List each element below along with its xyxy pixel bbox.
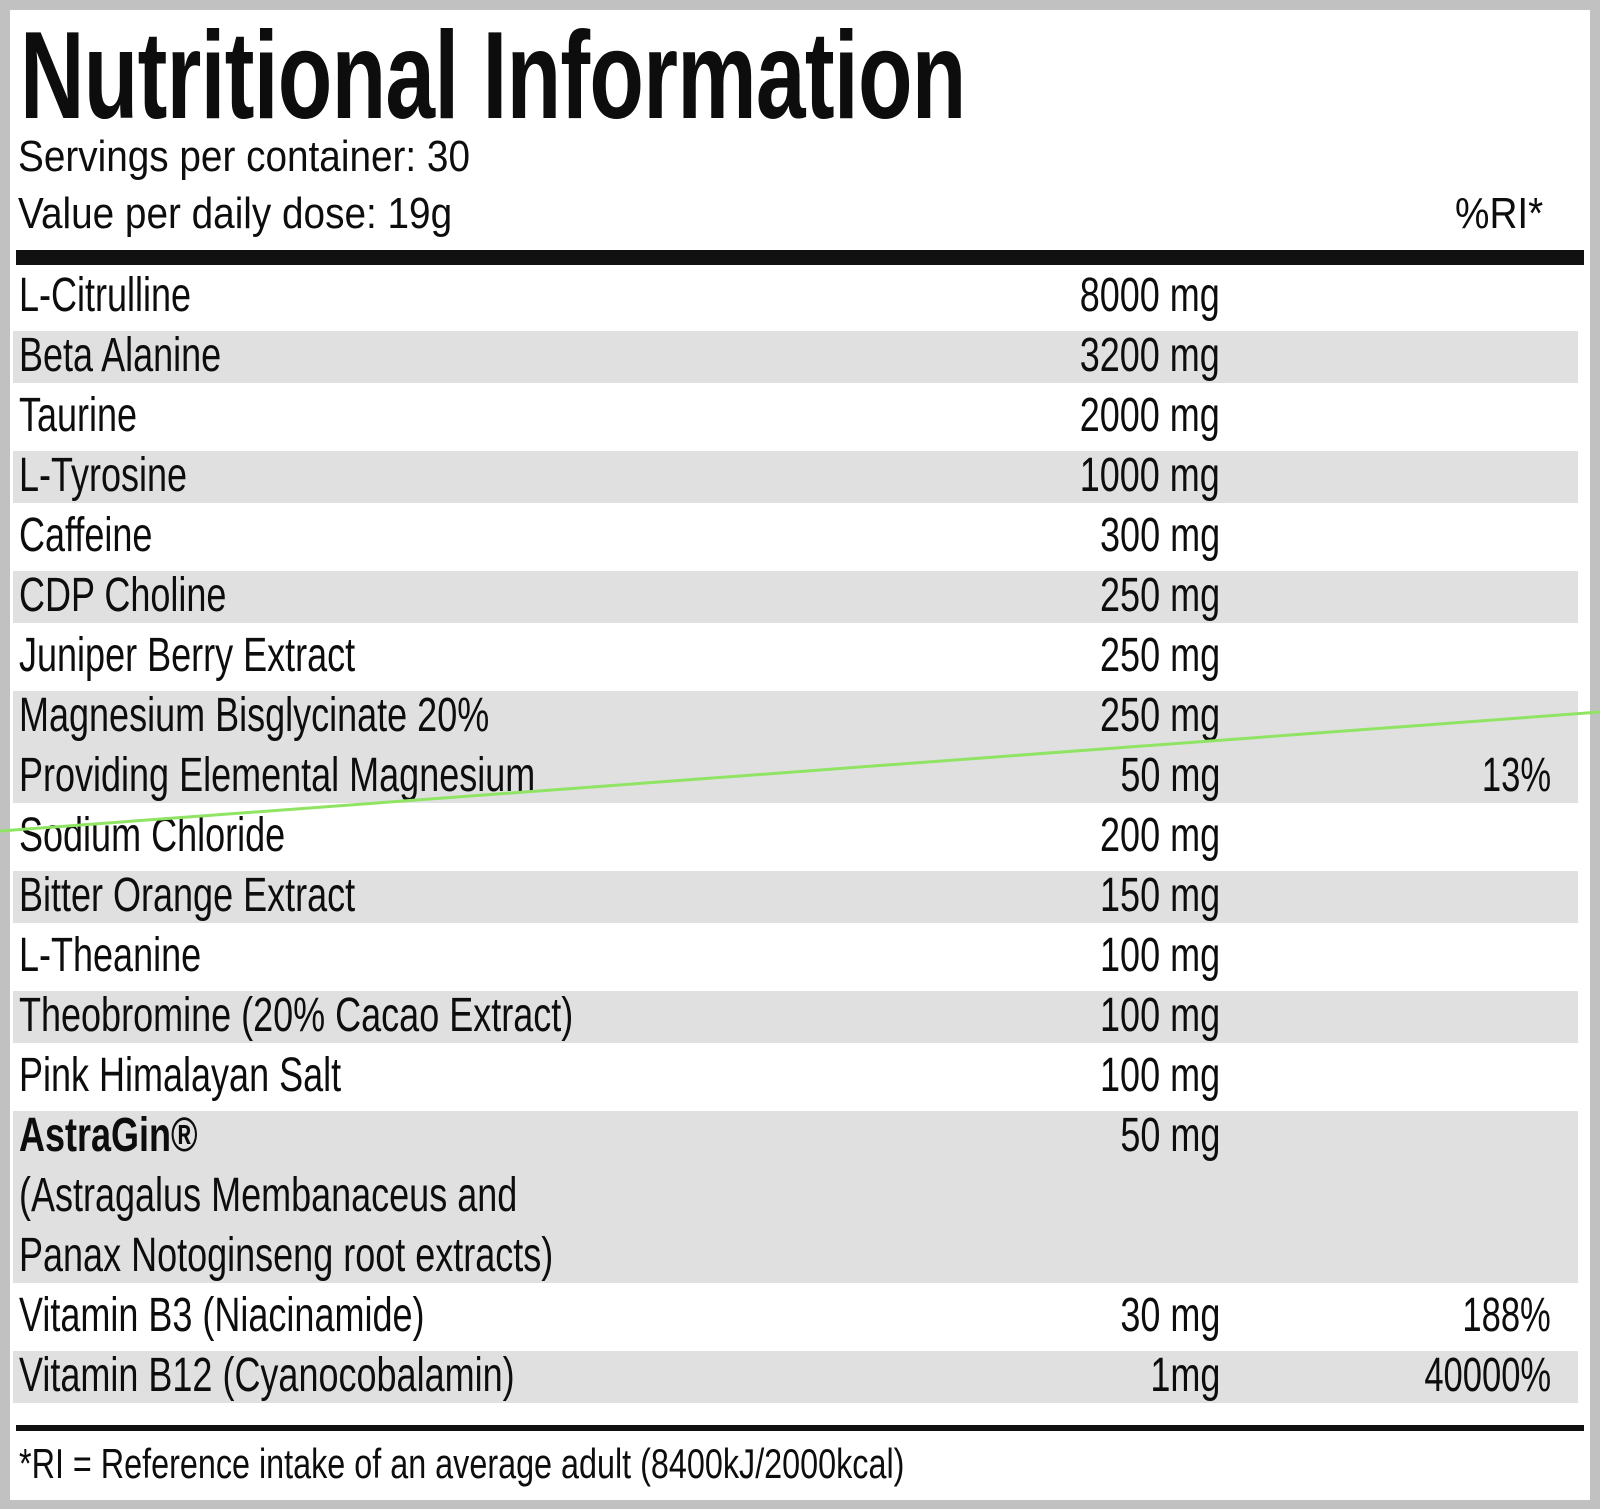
row-band [13, 1351, 1578, 1403]
ingredient-ri: 13% [1481, 749, 1551, 802]
ingredient-name: Magnesium Bisglycinate 20% [19, 689, 490, 742]
ingredient-name: Beta Alanine [19, 329, 222, 382]
ingredient-amount: 250 mg [1099, 629, 1220, 682]
ingredient-amount: 250 mg [1099, 689, 1220, 742]
table-row: L-Tyrosine 1000 mg [10, 446, 1590, 506]
ingredient-name: CDP Choline [19, 569, 227, 622]
ri-column-header: %RI* [1454, 189, 1543, 238]
ingredient-amount: 1000 mg [1079, 449, 1220, 502]
table-row: L-Citrulline 8000 mg [10, 266, 1590, 326]
ingredient-name: Caffeine [19, 509, 153, 562]
table-row: CDP Choline 250 mg [10, 566, 1590, 626]
ingredient-name-continuation: Panax Notoginseng root extracts) [19, 1229, 554, 1282]
ingredient-name: Juniper Berry Extract [19, 629, 356, 682]
table-row: Juniper Berry Extract 250 mg [10, 626, 1590, 686]
ingredient-name: Vitamin B3 (Niacinamide) [19, 1289, 425, 1342]
table-row: Beta Alanine 3200 mg [10, 326, 1590, 386]
row-band [13, 871, 1578, 923]
ingredient-name-continuation: (Astragalus Membanaceus and [19, 1169, 518, 1222]
servings-line: Servings per container: 30 [18, 128, 532, 185]
ingredient-amount: 250 mg [1099, 569, 1220, 622]
table-row: AstraGin® 50 mg [10, 1106, 1590, 1166]
ingredient-name: L-Theanine [19, 929, 202, 982]
ingredient-name: Sodium Chloride [19, 809, 286, 862]
ingredient-name: Bitter Orange Extract [19, 869, 356, 922]
servings-text: Servings per container: 30 [18, 132, 471, 181]
header-divider-bar [16, 250, 1584, 265]
ingredient-table: L-Citrulline 8000 mg Beta Alanine 3200 mg … [10, 266, 1590, 1406]
ingredient-amount: 30 mg [1119, 1289, 1220, 1342]
table-row: Taurine 2000 mg [10, 386, 1590, 446]
ingredient-amount: 100 mg [1099, 1049, 1220, 1102]
row-band [13, 331, 1578, 383]
table-row: Bitter Orange Extract 150 mg [10, 866, 1590, 926]
ingredient-amount: 2000 mg [1079, 389, 1220, 442]
table-row: Caffeine 300 mg [10, 506, 1590, 566]
page-title: Nutritional Information [20, 7, 966, 145]
ingredient-amount: 100 mg [1099, 929, 1220, 982]
footnote-divider-bar [16, 1425, 1584, 1431]
table-row: Pink Himalayan Salt 100 mg [10, 1046, 1590, 1106]
ingredient-name: L-Tyrosine [19, 449, 188, 502]
ingredient-amount: 8000 mg [1079, 269, 1220, 322]
ingredient-ri: 188% [1462, 1289, 1551, 1342]
ingredient-name: L-Citrulline [19, 269, 192, 322]
ingredient-name: Vitamin B12 (Cyanocobalamin) [19, 1349, 515, 1402]
table-row: Vitamin B12 (Cyanocobalamin) 1mg 40000% [10, 1346, 1590, 1406]
ingredient-amount: 50 mg [1119, 1109, 1220, 1162]
nutrition-label-panel: Nutritional Information Servings per con… [10, 10, 1590, 1500]
dose-text: Value per daily dose: 19g [18, 189, 453, 238]
table-row: Sodium Chloride 200 mg [10, 806, 1590, 866]
ingredient-name: Providing Elemental Magnesium [19, 749, 536, 802]
dose-line: Value per daily dose: 19g [18, 185, 511, 242]
table-row-continuation: Panax Notoginseng root extracts) [10, 1226, 1590, 1286]
ingredient-ri: 40000% [1424, 1349, 1551, 1402]
ingredient-name: Pink Himalayan Salt [19, 1049, 342, 1102]
table-row: Magnesium Bisglycinate 20% 250 mg [10, 686, 1590, 746]
table-row: Vitamin B3 (Niacinamide) 30 mg 188% [10, 1286, 1590, 1346]
footnote: *RI = Reference intake of an average adu… [19, 1440, 905, 1487]
row-band-astragin-group [13, 1111, 1578, 1283]
table-row-continuation: (Astragalus Membanaceus and [10, 1166, 1590, 1226]
ingredient-amount: 50 mg [1119, 749, 1220, 802]
ingredient-amount: 200 mg [1099, 809, 1220, 862]
row-band [13, 451, 1578, 503]
ingredient-amount: 150 mg [1099, 869, 1220, 922]
table-row: Providing Elemental Magnesium 50 mg 13% [10, 746, 1590, 806]
ingredient-name: Theobromine (20% Cacao Extract) [19, 989, 574, 1042]
row-band [13, 571, 1578, 623]
ingredient-amount: 1mg [1149, 1349, 1220, 1402]
ingredient-amount: 3200 mg [1079, 329, 1220, 382]
ingredient-name: Taurine [19, 389, 138, 442]
ingredient-name: AstraGin® [19, 1109, 198, 1162]
ingredient-amount: 300 mg [1099, 509, 1220, 562]
ingredient-amount: 100 mg [1099, 989, 1220, 1042]
row-band [13, 991, 1578, 1043]
table-row: L-Theanine 100 mg [10, 926, 1590, 986]
table-row: Theobromine (20% Cacao Extract) 100 mg [10, 986, 1590, 1046]
